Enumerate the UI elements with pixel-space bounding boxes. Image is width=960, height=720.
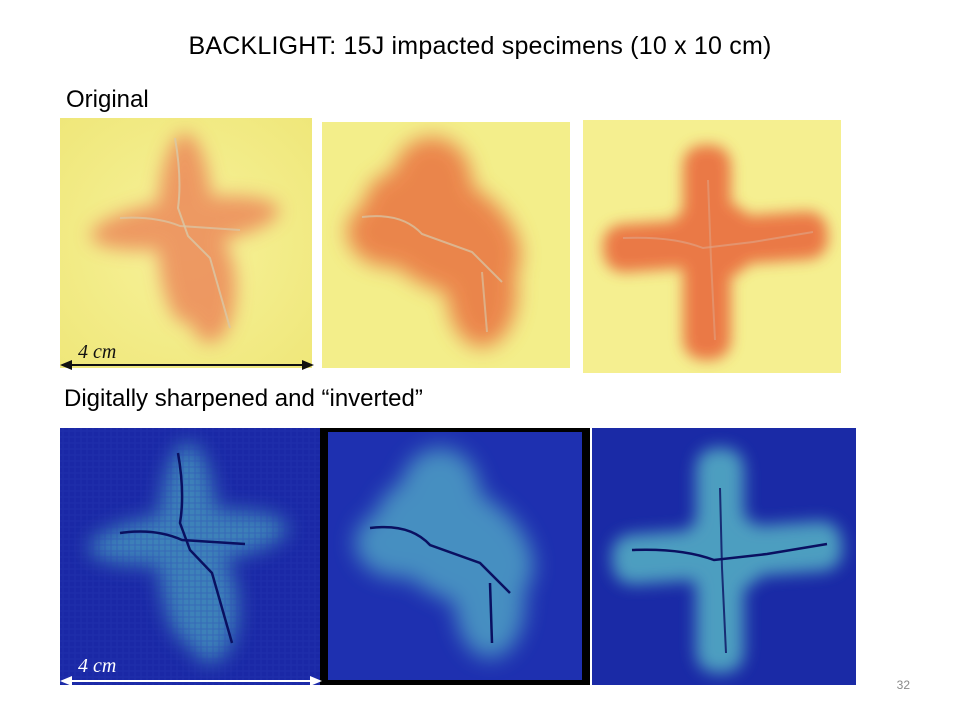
inverted-specimen-2-image (328, 432, 582, 680)
inverted-specimen-3 (592, 428, 856, 685)
inverted-specimen-1 (60, 428, 320, 685)
inverted-specimen-3-image (592, 428, 856, 685)
original-specimen-3-image (583, 120, 841, 373)
inverted-specimen-1-image (60, 428, 320, 685)
inverted-section-label: Digitally sharpened and “inverted” (64, 385, 423, 412)
scale-bar-original: 4 cm (60, 340, 314, 370)
scale-bar-label: 4 cm (78, 341, 117, 363)
original-specimen-2-image (322, 122, 570, 368)
scale-bar-label: 4 cm (78, 655, 117, 677)
scale-arrow (60, 360, 314, 370)
page-number: 32 (896, 678, 910, 692)
original-specimen-3 (583, 120, 841, 373)
scale-bar-inverted: 4 cm (60, 655, 322, 687)
original-specimen-1-image (60, 118, 312, 368)
original-section-label: Original (66, 86, 149, 113)
original-specimen-2 (322, 122, 570, 368)
scale-arrow (60, 676, 322, 686)
original-specimen-1 (60, 118, 312, 368)
inverted-specimen-2 (320, 428, 590, 685)
slide-title: BACKLIGHT: 15J impacted specimens (10 x … (188, 32, 772, 60)
